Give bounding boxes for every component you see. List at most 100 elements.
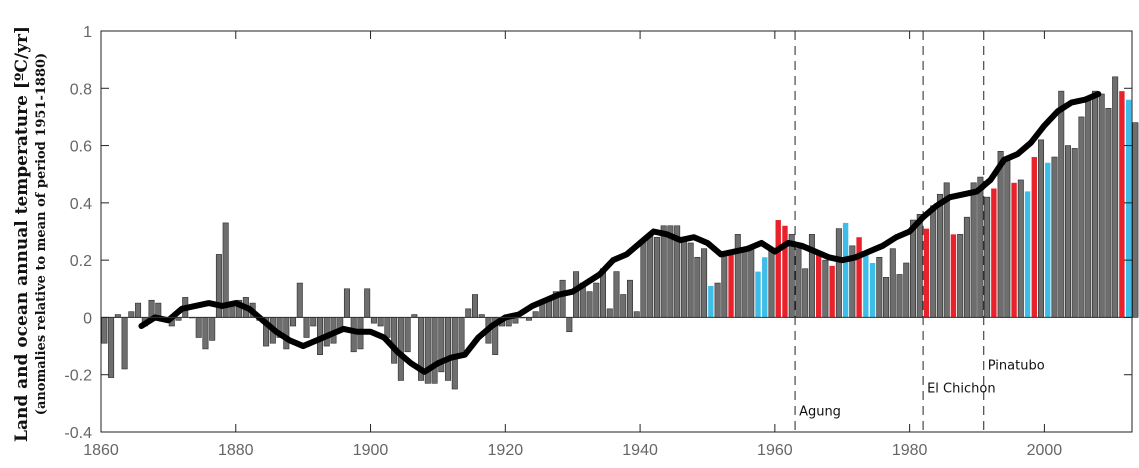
bar-1966 [815, 254, 822, 318]
bar-1899 [364, 288, 371, 318]
bar-1979 [903, 262, 910, 318]
bar-1981 [916, 214, 923, 318]
bar-1998 [1031, 157, 1037, 318]
bar-1977 [889, 248, 896, 318]
y-tick-label: 1 [83, 24, 92, 41]
bar-1954 [734, 234, 741, 318]
bar-1930 [573, 271, 580, 318]
y-tick-label: 0.2 [70, 253, 92, 270]
bar-1890 [303, 317, 310, 338]
bar-1909 [431, 317, 438, 384]
y-tick-label: -0.2 [64, 368, 92, 385]
bar-1939 [633, 311, 640, 318]
event-label-pinatubo: Pinatubo [988, 359, 1045, 374]
x-tick-label: 1900 [353, 442, 389, 459]
bar-1935 [606, 308, 613, 318]
x-tick-label: 1960 [757, 442, 793, 459]
smoothed-trend-line [138, 91, 1102, 375]
bar-2002 [1058, 90, 1065, 318]
y-tick-label: 0.8 [70, 81, 92, 98]
bar-2009 [1105, 108, 1112, 318]
bar-1900 [370, 317, 377, 324]
y-axis-ticks: -0.4 -0.2 0 0.2 0.4 0.6 0.8 1 [64, 24, 1132, 442]
x-tick-label: 1980 [892, 442, 928, 459]
bar-1990 [977, 176, 984, 318]
bar-1967 [822, 259, 829, 318]
bar-1987 [957, 234, 964, 318]
bar-1911 [445, 317, 452, 381]
bar-1874 [195, 317, 202, 338]
bar-1889 [296, 282, 303, 318]
plot-frame [100, 30, 1133, 433]
bar-1864 [128, 311, 135, 318]
event-label-agung: Agung [799, 405, 841, 420]
bar-1988 [963, 216, 970, 318]
bar-1969 [835, 228, 842, 318]
bar-1999 [1038, 139, 1045, 318]
bar-1978 [896, 274, 903, 318]
bar-1901 [377, 317, 384, 327]
bar-1928 [559, 279, 566, 318]
bar-1914 [465, 308, 472, 318]
bar-1970 [842, 222, 849, 318]
bar-1959 [768, 248, 775, 318]
bar-1891 [310, 317, 317, 327]
bar-2011 [1119, 91, 1125, 318]
bar-1996 [1017, 179, 1024, 318]
bar-2010 [1112, 76, 1119, 318]
bar-1888 [290, 317, 297, 327]
bar-2007 [1091, 90, 1098, 318]
bar-1953 [728, 254, 734, 318]
bar-1950 [708, 285, 714, 318]
bar-1865 [135, 302, 142, 318]
bar-1975 [876, 256, 883, 318]
bar-1973 [863, 251, 869, 318]
bar-2004 [1071, 148, 1078, 318]
bar-1924 [532, 311, 539, 318]
bar-1993 [997, 151, 1004, 318]
bar-2012 [1125, 99, 1132, 318]
bar-2006 [1085, 96, 1092, 318]
bar-1964 [802, 268, 809, 318]
bar-1876 [209, 317, 216, 341]
bar-1897 [350, 317, 357, 353]
bar-1904 [397, 317, 404, 381]
bar-1861 [108, 317, 115, 378]
bar-1991 [984, 196, 991, 318]
x-tick-label: 2000 [1027, 442, 1063, 459]
bar-1957 [755, 271, 761, 318]
bar-1995 [1011, 182, 1017, 318]
bar-1952 [721, 251, 728, 318]
bar-1946 [680, 236, 687, 318]
bar-1941 [647, 234, 654, 318]
bar-1932 [586, 291, 593, 318]
y-axis-label: Land and ocean annual temperature [ºC/yr… [12, 26, 32, 442]
bar-1902 [384, 317, 391, 338]
bar-1956 [748, 248, 755, 318]
bar-1974 [869, 263, 876, 318]
bar-2005 [1078, 116, 1085, 318]
bar-1887 [283, 317, 290, 350]
bar-1997 [1024, 191, 1031, 318]
bar-1947 [687, 242, 694, 318]
bar-2000 [1045, 162, 1051, 318]
x-tick-label: 1920 [488, 442, 524, 459]
bar-2003 [1064, 145, 1071, 318]
y-tick-label: 0 [83, 310, 92, 327]
bars-group [101, 76, 1139, 390]
bar-1958 [762, 257, 768, 318]
bar-1943 [660, 225, 667, 318]
bar-1929 [566, 317, 573, 333]
bar-1942 [653, 236, 660, 318]
bar-1992 [991, 188, 997, 318]
bar-1912 [451, 317, 458, 390]
bar-1994 [1004, 159, 1011, 318]
bar-1875 [202, 317, 209, 350]
bar-1948 [694, 256, 701, 318]
bar-1961 [782, 225, 788, 318]
bar-1940 [640, 239, 647, 318]
event-label-el-chichon: El Chichon [927, 382, 995, 397]
bar-1963 [795, 248, 802, 318]
bar-1972 [856, 237, 862, 318]
bar-1896 [343, 288, 350, 318]
